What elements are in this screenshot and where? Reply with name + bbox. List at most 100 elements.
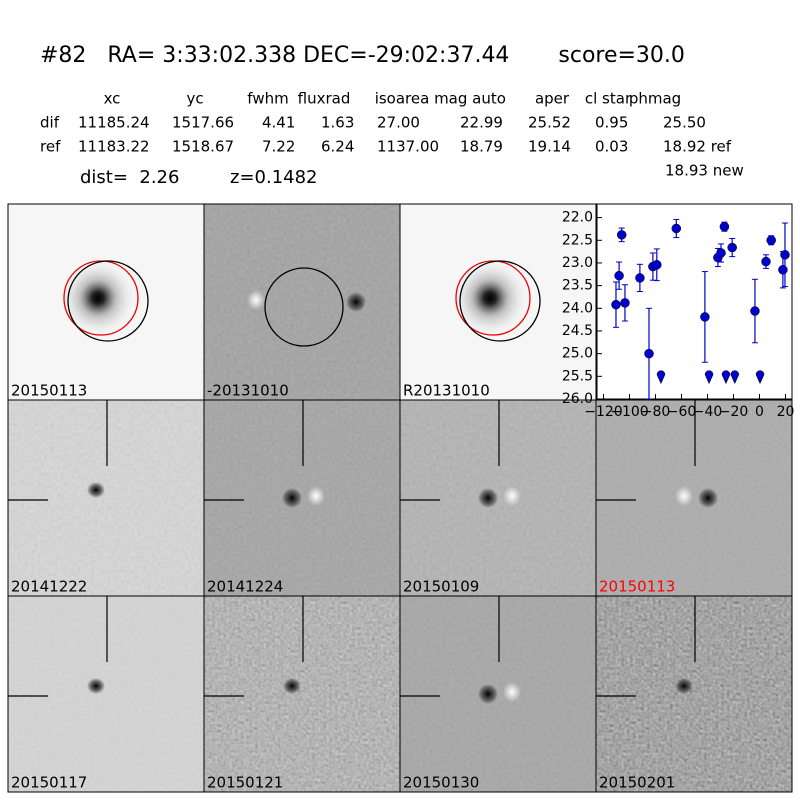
cell: 0.03 [595, 138, 628, 156]
source-white [307, 486, 325, 506]
title: #82 RA= 3:33:02.338 DEC=-29:02:37.44 sco… [40, 43, 685, 68]
y-tick-label: 25.0 [562, 346, 593, 362]
cell: 1517.66 [172, 114, 234, 132]
point [700, 312, 710, 322]
stamp-label: R20131010 [403, 382, 490, 400]
x-tick-label: −40 [693, 404, 723, 420]
column-header: mag auto [434, 90, 506, 108]
stamp-label: 20150121 [207, 774, 283, 792]
upper-limit [730, 370, 740, 385]
row-label: ref [40, 138, 61, 156]
cell: 25.50 [663, 114, 706, 132]
y-tick-label: 23.0 [562, 255, 593, 271]
source-dark [282, 488, 302, 508]
det-circle [459, 260, 541, 342]
cell: 1518.67 [172, 138, 234, 156]
point [671, 223, 682, 234]
x-tick-label: −80 [641, 404, 671, 420]
cell: 19.14 [528, 138, 571, 156]
stamp: 20150109 [399, 399, 597, 597]
cell: 4.41 [262, 114, 295, 132]
stamp-noise [8, 400, 204, 596]
cell: 6.24 [321, 138, 354, 156]
stamp-label: 20141224 [207, 578, 283, 596]
upper-limit [704, 370, 714, 385]
stamp-noise [204, 204, 400, 400]
y-tick-label: 24.5 [562, 323, 593, 339]
stamp-label: -20131010 [207, 382, 289, 400]
upper-limit [755, 370, 765, 385]
stamp-label: 20150130 [403, 774, 479, 792]
stamp: 20141224 [203, 399, 401, 597]
column-header: phmag [629, 90, 681, 108]
upper-limit [656, 370, 666, 385]
point [614, 270, 624, 281]
point [616, 230, 627, 240]
row-label: dif [40, 114, 60, 132]
source-dark [478, 488, 498, 508]
point [719, 221, 730, 232]
cell: 7.22 [262, 138, 295, 156]
stamp: 20141222 [7, 399, 205, 597]
stamp-noise [8, 596, 204, 792]
column-header: fluxrad [298, 90, 351, 108]
y-tick-label: 22.0 [562, 210, 593, 226]
table: xc yc fwhm fluxrad isoarea mag auto aper cl sta… [40, 90, 744, 180]
point [644, 348, 654, 359]
cell: 27.00 [377, 114, 420, 132]
point [611, 299, 621, 310]
x-tick-label: −20 [719, 404, 749, 420]
y-tick-label: 23.5 [562, 278, 593, 294]
cell: 18.79 [460, 138, 503, 156]
column-header: fwhm [247, 90, 288, 108]
galaxy [450, 258, 530, 338]
stamp-label: 20150113 [11, 382, 87, 400]
cell: 18.93 new [665, 162, 744, 180]
x-tick-label: −100 [610, 404, 648, 420]
source-white [503, 682, 521, 702]
point [635, 273, 645, 283]
column-header: cl star [585, 90, 632, 108]
x-tick-label: 20 [777, 404, 795, 420]
column-header: aper [535, 90, 570, 108]
cell: 1137.00 [377, 138, 439, 156]
source [675, 678, 693, 694]
x-tick-label: −120 [584, 404, 622, 420]
stamp-frame [595, 595, 793, 793]
y-tick-label: 25.5 [562, 368, 593, 384]
cell: 1.63 [321, 114, 354, 132]
y-tick-label: 24.0 [562, 300, 593, 316]
redshift: z=0.1482 [230, 167, 318, 188]
column-header: yc [186, 90, 203, 108]
cell: 22.99 [460, 114, 503, 132]
stamp: 20150130 [399, 595, 597, 793]
panels: 20150113 -20131010 R20131010 20141222 201412… [7, 203, 793, 793]
stamp-noise [204, 596, 400, 792]
point [778, 265, 788, 275]
point [780, 250, 790, 260]
upper-limit [721, 370, 731, 385]
source-dark [346, 292, 366, 312]
source [283, 678, 301, 694]
cell: 11183.22 [78, 138, 150, 156]
x-tick-label: 0 [755, 404, 764, 420]
stamp: 20150117 [7, 595, 205, 793]
stamp-noise [596, 596, 792, 792]
source-white [503, 486, 521, 506]
stamp: R20131010 [399, 203, 597, 401]
point [766, 235, 776, 246]
stamp-label: 20150201 [599, 774, 675, 792]
stamp-noise [596, 400, 792, 596]
stamp: -20131010 [203, 203, 401, 401]
source-dark [478, 684, 498, 704]
point [761, 256, 771, 267]
source-white [675, 486, 693, 506]
y-tick-label: 26.0 [562, 391, 593, 407]
stamp: 20150121 [203, 595, 401, 793]
point [727, 242, 737, 253]
point [716, 248, 726, 258]
stamp-label: 20150117 [11, 774, 87, 792]
column-header: xc [104, 90, 121, 108]
x-tick-label: −60 [667, 404, 697, 420]
cell: 25.52 [528, 114, 571, 132]
